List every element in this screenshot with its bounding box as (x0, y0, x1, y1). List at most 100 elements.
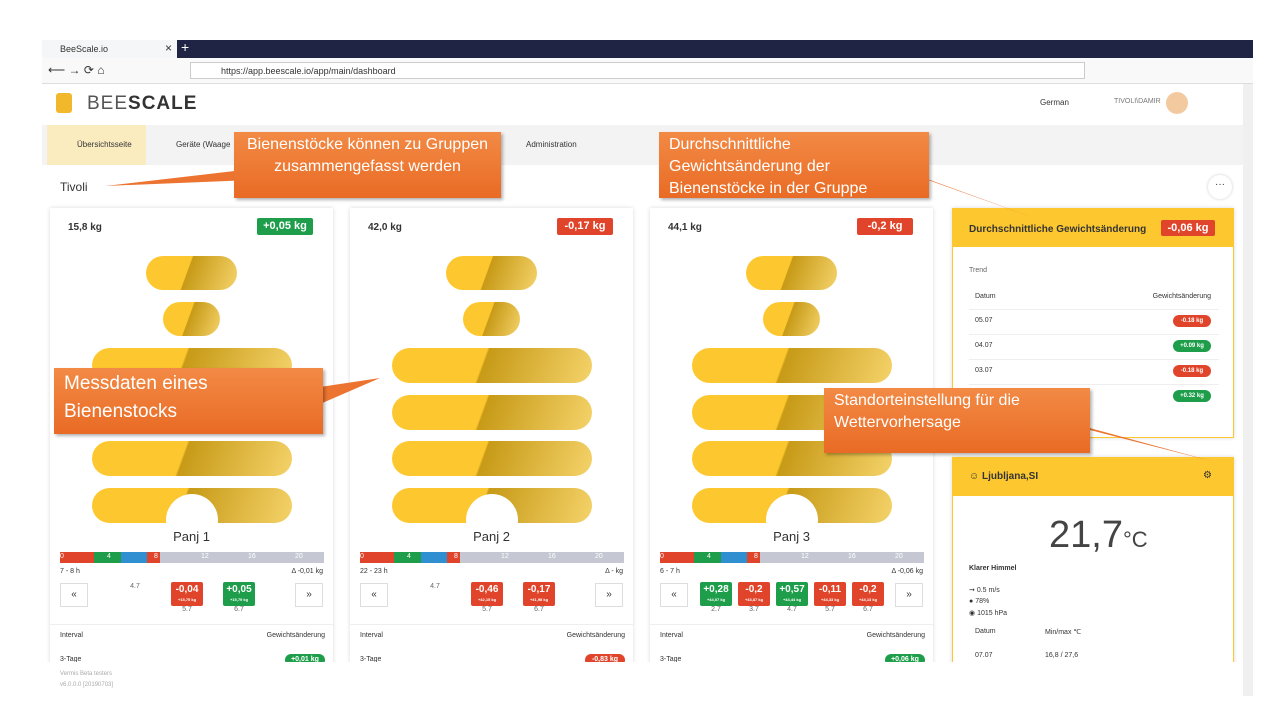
logo-b: SCALE (128, 93, 198, 114)
hive-entrance (166, 494, 218, 546)
scale-label: 20 (595, 553, 603, 560)
hive-name: Panj 3 (773, 529, 810, 544)
history-total: +44,07 kg (706, 597, 726, 602)
user[interactable]: TIVOLI\DAMIR (1114, 98, 1161, 105)
pointer (900, 170, 1040, 220)
footer-text: Vermis Beta testers (60, 671, 113, 677)
history-box: +0,05 +15,79 kg (223, 582, 255, 606)
scale-seg (360, 552, 395, 563)
nav-item[interactable]: Geräte (Waage (176, 140, 231, 149)
change: +0.09 kg (1173, 340, 1211, 352)
history-box: -0,04 +15,75 kg (171, 582, 203, 606)
scale-seg (447, 552, 461, 563)
history-day: 4.7 (130, 583, 140, 590)
footer-version: v6.0.0.0 [20190703] (60, 682, 114, 688)
more[interactable]: ··· (1208, 175, 1232, 199)
scale-seg (147, 552, 161, 563)
weight-delta: -0,17 kg (557, 218, 613, 235)
avatar[interactable] (1166, 92, 1188, 114)
logo-a: BEE (87, 93, 129, 114)
scale-label: 16 (248, 553, 256, 560)
row-line (969, 384, 1219, 385)
group-title: Tivoli (60, 180, 88, 194)
history-day: 2.7 (711, 606, 721, 613)
history-delta: -0,04 (175, 584, 199, 595)
hive-name: Panj 2 (473, 529, 510, 544)
callout: Bienenstöcke können zu Gruppen zusammeng… (234, 132, 501, 198)
callout: Durchschnittliche Gewichtsänderung der B… (659, 132, 929, 198)
history-delta: +0,28 (703, 584, 729, 595)
url-bar[interactable]: https://app.beescale.io/app/main/dashboa… (190, 62, 1085, 79)
pressure-text: 1015 hPa (977, 610, 1008, 617)
history-day: 5.7 (482, 606, 492, 613)
history-total: +44,44 kg (782, 597, 802, 602)
history-box: -0,2 +44,13 kg (852, 582, 884, 606)
time: 6 - 7 h (660, 568, 680, 575)
td: 04.07 (975, 342, 993, 349)
history-delta: +0,05 (226, 584, 252, 595)
average-value: -0,06 kg (1161, 220, 1215, 236)
weight: 15,8 kg (68, 222, 102, 233)
change: -0.18 kg (1173, 365, 1211, 377)
hive-part (392, 441, 592, 476)
tab-close[interactable]: × (165, 41, 173, 55)
hive-part (463, 302, 520, 336)
th: Interval (660, 632, 683, 639)
scale-seg (94, 552, 121, 563)
scale-label: 8 (754, 553, 758, 560)
history-day: 5.7 (825, 606, 835, 613)
scale-seg (747, 552, 761, 563)
history-delta: +0,57 (779, 584, 805, 595)
interval: 3-Tage (660, 656, 682, 663)
history-box: -0,2 +43,87 kg (738, 582, 770, 606)
nav-item[interactable]: Übersichtsseite (77, 140, 132, 149)
history-total: +44,13 kg (858, 597, 878, 602)
new-tab[interactable]: + (181, 39, 190, 55)
logo-icon (56, 93, 72, 113)
callout: Messdaten eines Bienenstocks (54, 368, 323, 434)
interval: 3-Tage (60, 656, 82, 663)
scale-label: 12 (201, 553, 209, 560)
scale-label: 16 (548, 553, 556, 560)
next: » (295, 583, 323, 607)
sep (350, 624, 633, 625)
scale-label: 12 (801, 553, 809, 560)
weight: 42,0 kg (368, 222, 402, 233)
sep (50, 624, 333, 625)
history-day: 5.7 (182, 606, 192, 613)
th: Gewichtsänderung (266, 632, 325, 639)
history-day: 6.7 (863, 606, 873, 613)
hive-part (392, 348, 592, 383)
prev: « (60, 583, 88, 607)
nav-buttons[interactable]: ⟵ → ⟳ ⌂ (48, 63, 105, 77)
history-day: 4.7 (430, 583, 440, 590)
hive-part (763, 302, 820, 336)
td: 16,8 / 27,6 (1045, 652, 1079, 659)
history-box: +0,28 +44,07 kg (700, 582, 732, 606)
scale-seg (120, 552, 148, 563)
history-box: -0,17 +41,98 kg (523, 582, 555, 606)
tab[interactable]: BeeScale.io (42, 40, 177, 58)
scrollbar[interactable] (1243, 84, 1253, 696)
th: Gewichtsänderung (566, 632, 625, 639)
pressure: ◉ 1015 hPa (969, 610, 1008, 617)
scale-seg (160, 552, 324, 563)
footer (42, 662, 1243, 720)
trend: Trend (969, 267, 988, 274)
sep (650, 624, 933, 625)
average-title: Durchschnittliche Gewichtsänderung (969, 224, 1147, 235)
row-line (969, 309, 1219, 310)
history-delta: -0,17 (527, 584, 551, 595)
scale-seg (420, 552, 448, 563)
language[interactable]: German (1040, 98, 1069, 107)
hour-delta: Δ - kg (605, 568, 623, 575)
scale-seg (394, 552, 421, 563)
scale-label: 8 (154, 553, 158, 560)
settings[interactable]: ⚙ (1203, 470, 1212, 481)
history-day: 6.7 (534, 606, 544, 613)
nav-item[interactable]: Administration (526, 140, 577, 149)
temp-unit: °C (1122, 527, 1148, 552)
location: ☺ Ljubljana,SI (969, 471, 1039, 482)
scale-label: 4 (407, 553, 411, 560)
